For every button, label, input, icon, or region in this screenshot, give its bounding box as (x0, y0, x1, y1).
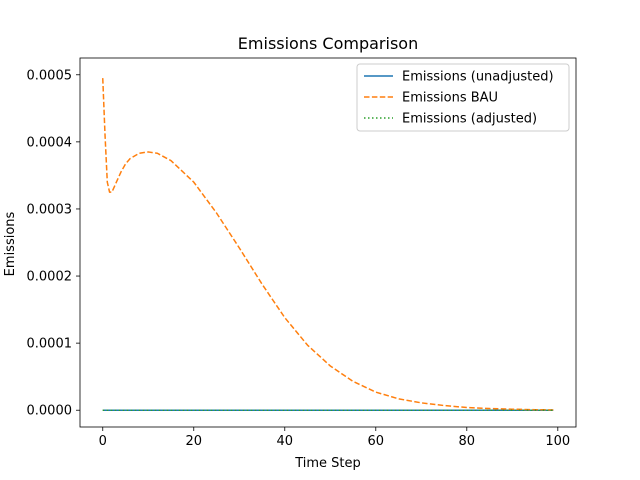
x-tick-label: 40 (276, 434, 293, 449)
plot-frame (79, 57, 577, 428)
x-tick-label: 80 (459, 434, 476, 449)
plot-area: 0 20 40 60 80 100 0.0000 0.0001 0.0002 0.0003 0.00… (27, 57, 577, 449)
x-tick-label: 100 (545, 434, 570, 449)
y-tick-label: 0.0001 (27, 337, 73, 352)
y-tick-label: 0.0000 (27, 404, 73, 419)
y-tick-label: 0.0005 (27, 68, 73, 83)
x-axis-title: Time Step (294, 456, 361, 471)
y-tick-label: 0.0004 (27, 135, 73, 150)
x-tick-label: 20 (185, 434, 202, 449)
x-tick-label: 60 (368, 434, 385, 449)
legend-label-3: Emissions (adjusted) (402, 112, 537, 127)
legend-box (356, 63, 570, 132)
series-line-2 (102, 78, 554, 411)
y-tick-label: 0.0003 (27, 202, 73, 217)
x-tick-label: 0 (99, 434, 107, 449)
legend-label-1: Emissions (unadjusted) (402, 70, 554, 85)
chart-title: Emissions Comparison (238, 34, 418, 53)
y-axis-title: Emissions (3, 211, 18, 276)
legend-label-2: Emissions BAU (402, 91, 498, 106)
y-tick-label: 0.0002 (27, 270, 73, 285)
